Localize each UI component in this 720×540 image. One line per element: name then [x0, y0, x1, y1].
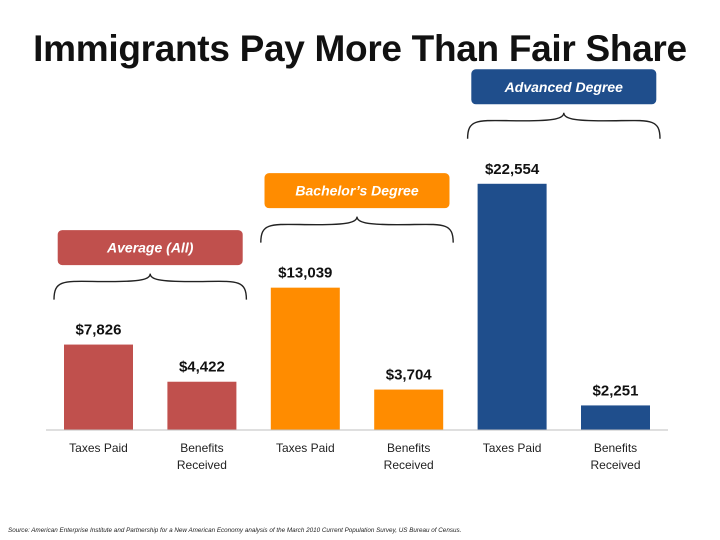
group-label-box-2	[470, 68, 658, 106]
group-label-box-0	[56, 229, 244, 267]
group-label-1: Bachelor’s Degree	[295, 183, 418, 199]
category-label-4-0: Taxes Paid	[483, 441, 542, 455]
group-label-0: Average (All)	[106, 240, 194, 256]
group-brace-1	[260, 216, 454, 243]
category-label-5-0: Benefits	[594, 441, 637, 455]
source-note: Source: American Enterprise Institute an…	[8, 527, 462, 534]
bar-value-label-1: $4,422	[179, 359, 225, 376]
bar-4	[477, 183, 547, 430]
bar-1	[167, 381, 237, 430]
group-brace-2	[466, 112, 661, 139]
bar-value-label-2: $13,039	[278, 265, 332, 282]
group-label-2: Advanced Degree	[504, 79, 623, 95]
category-label-5-1: Received	[590, 458, 640, 472]
category-label-3-0: Benefits	[387, 441, 430, 455]
category-label-2-0: Taxes Paid	[276, 441, 335, 455]
labels-layer: $7,826 Taxes Paid $4,422 Benefits Received $1…	[69, 161, 640, 472]
bar-value-label-3: $3,704	[386, 367, 433, 384]
bar-3	[374, 389, 444, 430]
category-label-1-1: Received	[177, 458, 227, 472]
bar-value-label-4: $22,554	[485, 161, 540, 178]
bars-layer	[64, 183, 650, 430]
category-label-1-0: Benefits	[180, 441, 223, 455]
group-brace-0	[53, 273, 248, 300]
bar-5	[581, 405, 650, 430]
group-label-box-1	[263, 172, 451, 210]
category-label-0-0: Taxes Paid	[69, 441, 128, 455]
groups-layer: Average (All) Bachelor’s Degree Advanced D…	[53, 68, 661, 300]
category-label-3-1: Received	[384, 458, 434, 472]
bar-0	[64, 344, 133, 430]
chart-title: Immigrants Pay More Than Fair Share	[33, 28, 687, 69]
bar-value-label-0: $7,826	[76, 322, 122, 339]
bar-value-label-5: $2,251	[593, 382, 639, 399]
bar-2	[270, 287, 340, 430]
